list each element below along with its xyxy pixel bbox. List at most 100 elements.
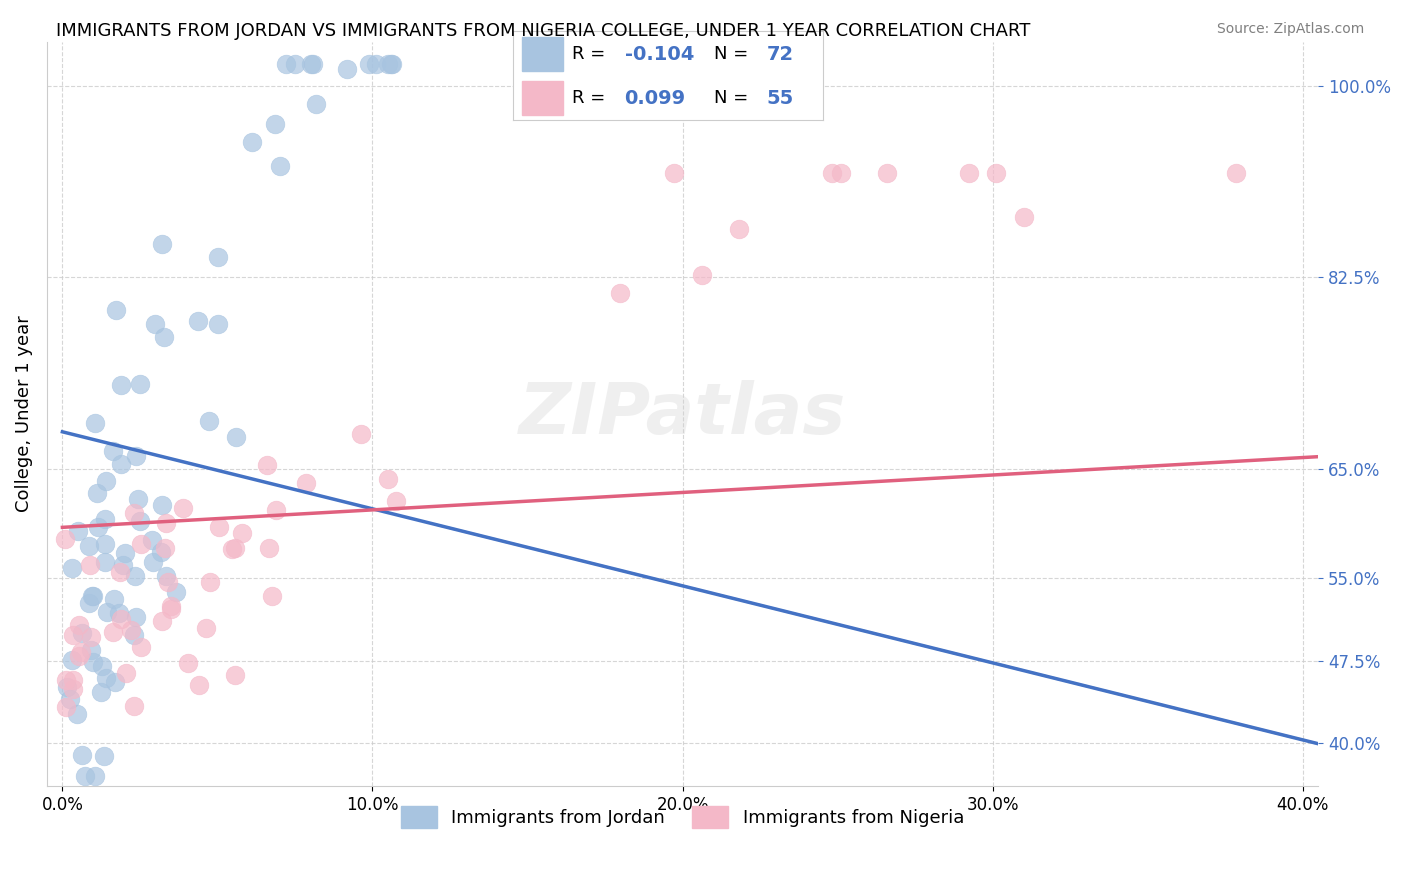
Point	[301, 56, 323, 70]
Point	[269, 160, 291, 174]
Point	[112, 558, 135, 572]
Point	[260, 589, 283, 603]
Point	[984, 166, 1007, 180]
Point	[90, 659, 112, 673]
Point	[662, 166, 685, 180]
Point	[110, 565, 132, 579]
Point	[82, 589, 104, 603]
Point	[122, 698, 145, 713]
Point	[149, 545, 172, 559]
Text: Source: ZipAtlas.com: Source: ZipAtlas.com	[1216, 22, 1364, 37]
Point	[69, 618, 91, 632]
Point	[381, 56, 404, 70]
Point	[103, 444, 125, 458]
Point	[124, 506, 146, 520]
Point	[70, 644, 93, 658]
Point	[294, 475, 316, 490]
Point	[143, 317, 166, 331]
Point	[55, 700, 77, 714]
Text: N =: N =	[714, 89, 754, 107]
Point	[152, 329, 174, 343]
Point	[96, 606, 118, 620]
Point	[364, 56, 387, 70]
Point	[305, 96, 328, 111]
Point	[357, 56, 380, 70]
Point	[377, 56, 399, 70]
Point	[231, 526, 253, 541]
Point	[129, 514, 152, 528]
Text: 0.099: 0.099	[624, 88, 686, 108]
Point	[79, 558, 101, 572]
Point	[55, 532, 77, 546]
Point	[224, 667, 246, 681]
Point	[188, 678, 211, 692]
Point	[384, 493, 406, 508]
Text: -0.104: -0.104	[624, 45, 695, 64]
Point	[108, 606, 131, 620]
Point	[1012, 210, 1035, 224]
Text: 55: 55	[766, 88, 794, 108]
Point	[159, 601, 181, 615]
Point	[80, 631, 103, 645]
Point	[72, 747, 94, 762]
Point	[60, 653, 83, 667]
Point	[350, 427, 373, 442]
Point	[207, 317, 229, 331]
Point	[194, 621, 217, 635]
Point	[207, 250, 229, 264]
Point	[87, 520, 110, 534]
Point	[73, 768, 96, 782]
Point	[240, 135, 263, 149]
Point	[150, 498, 173, 512]
Point	[72, 625, 94, 640]
Text: 72: 72	[766, 45, 794, 64]
Text: IMMIGRANTS FROM JORDAN VS IMMIGRANTS FROM NIGERIA COLLEGE, UNDER 1 YEAR CORRELAT: IMMIGRANTS FROM JORDAN VS IMMIGRANTS FRO…	[56, 22, 1031, 40]
Point	[208, 520, 231, 534]
Point	[93, 749, 115, 764]
Point	[94, 512, 117, 526]
Point	[96, 474, 118, 488]
Point	[127, 492, 149, 507]
Point	[1225, 166, 1247, 180]
Point	[141, 533, 163, 548]
Point	[259, 541, 281, 556]
Point	[198, 414, 221, 428]
Point	[62, 673, 84, 688]
Point	[80, 642, 103, 657]
Point	[165, 585, 187, 599]
Point	[609, 285, 631, 300]
Point	[142, 555, 165, 569]
Point	[103, 624, 125, 639]
Point	[62, 682, 84, 697]
Point	[55, 673, 77, 688]
Point	[172, 500, 194, 515]
Text: N =: N =	[714, 45, 754, 63]
Point	[60, 560, 83, 574]
Point	[264, 503, 287, 517]
Point	[94, 537, 117, 551]
Point	[80, 589, 103, 603]
Point	[110, 612, 132, 626]
Point	[224, 541, 246, 555]
Point	[84, 416, 107, 430]
Point	[690, 268, 713, 282]
Point	[94, 672, 117, 686]
Bar	[523, 37, 562, 71]
Point	[103, 591, 125, 606]
Point	[159, 599, 181, 613]
Point	[104, 674, 127, 689]
Point	[876, 166, 898, 180]
Point	[225, 430, 247, 444]
Point	[66, 706, 89, 721]
Point	[727, 221, 749, 235]
Point	[128, 376, 150, 391]
Point	[821, 166, 844, 180]
Point	[122, 628, 145, 642]
Bar	[523, 81, 562, 115]
Point	[56, 680, 79, 694]
Point	[200, 574, 222, 589]
Point	[153, 541, 176, 556]
Point	[62, 628, 84, 642]
Point	[256, 458, 278, 473]
Point	[177, 657, 200, 671]
